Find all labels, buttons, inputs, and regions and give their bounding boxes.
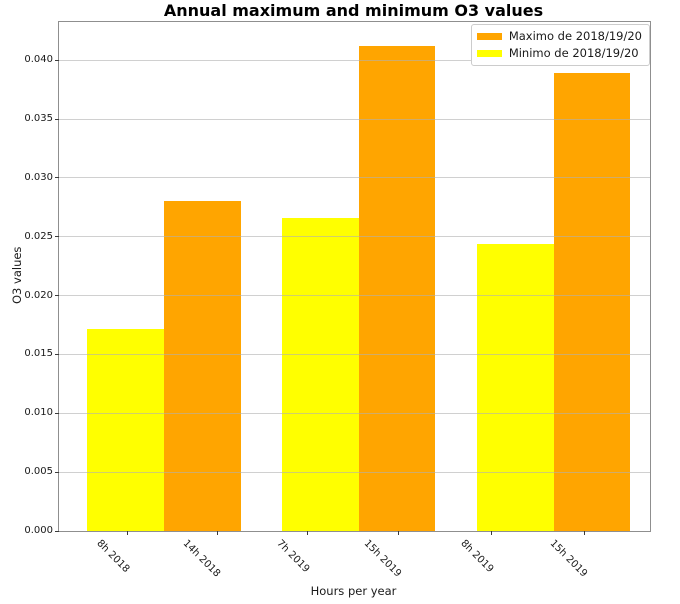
- y-tick-label: 0.005: [24, 466, 53, 478]
- y-tick-label: 0.035: [24, 113, 53, 125]
- y-tick-label: 0.040: [24, 54, 53, 66]
- y-tick-label: 0.025: [24, 230, 53, 242]
- gridline: [59, 236, 650, 238]
- gridline: [59, 353, 650, 355]
- legend-label-minimo: Minimo de 2018/19/20: [508, 46, 639, 61]
- legend-row-maximo: Maximo de 2018/19/20: [476, 29, 642, 43]
- y-tick-mark: [55, 471, 59, 473]
- y-tick-mark: [55, 59, 59, 61]
- y-tick-label: 0.010: [24, 407, 53, 419]
- x-tick-label: 15h 2019: [547, 538, 590, 580]
- x-tick-label: 8h 2019: [458, 538, 496, 576]
- y-tick-mark: [55, 236, 59, 238]
- y-tick-label: 0.020: [24, 289, 53, 301]
- chart-title: Annual maximum and minimum O3 values: [163, 1, 544, 20]
- gridline: [59, 118, 650, 120]
- x-tick-label: 7h 2019: [274, 538, 312, 576]
- gridline: [59, 412, 650, 414]
- y-tick-mark: [55, 412, 59, 414]
- legend-label-maximo: Maximo de 2018/19/20: [508, 29, 642, 43]
- x-tick-mark: [217, 531, 219, 535]
- y-tick-mark: [55, 177, 59, 179]
- plot-area: Maximo de 2018/19/20 Minimo de 2018/19/2…: [24, 21, 651, 580]
- x-tick-mark: [127, 531, 129, 535]
- x-tick-label: 15h 2019: [361, 538, 403, 580]
- bar-8h-2019-4: [476, 243, 554, 531]
- y-tick-mark: [55, 118, 59, 120]
- gridline: [59, 295, 650, 297]
- bar-8h-2018-0: [87, 328, 164, 531]
- legend-row-minimo: Minimo de 2018/19/20: [476, 46, 642, 61]
- legend-swatch-maximo: [476, 32, 502, 40]
- x-tick-mark: [491, 531, 493, 535]
- x-tick-mark: [397, 531, 399, 535]
- x-axis-label: Hours per year: [310, 584, 397, 598]
- x-tick-mark: [307, 531, 309, 535]
- x-tick-label: 14h 2018: [180, 538, 223, 580]
- gridline: [59, 177, 650, 179]
- bar-15h-2019-5: [553, 73, 631, 531]
- legend: Maximo de 2018/19/20 Minimo de 2018/19/2…: [470, 24, 650, 66]
- bar-15h-2019-3: [358, 46, 436, 531]
- y-tick-mark: [55, 530, 59, 532]
- x-tick-mark: [584, 531, 586, 535]
- y-tick-label: 0.000: [24, 525, 53, 536]
- y-tick-label: 0.030: [24, 171, 53, 183]
- y-tick-label: 0.015: [24, 348, 53, 360]
- x-tick-label: 8h 2018: [94, 538, 132, 576]
- legend-swatch-minimo: [476, 50, 502, 58]
- gridline: [59, 471, 650, 473]
- bar-7h-2019-2: [281, 217, 359, 531]
- y-axis-label: O3 values: [10, 246, 24, 305]
- bar-14h-2018-1: [163, 201, 241, 531]
- y-tick-mark: [55, 353, 59, 355]
- y-tick-mark: [55, 295, 59, 297]
- gridline: [59, 59, 650, 61]
